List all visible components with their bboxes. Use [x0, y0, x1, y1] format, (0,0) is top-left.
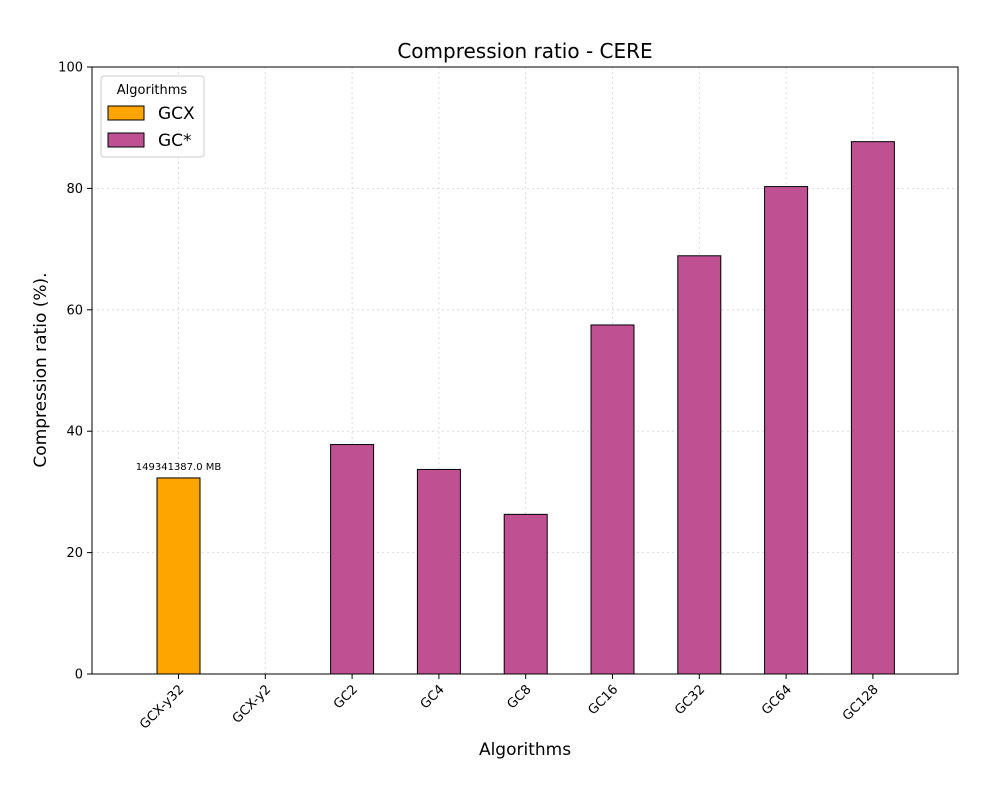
bar-gcx-y32 [156, 477, 201, 675]
y-tick-label: 100 [58, 61, 83, 76]
x-tick-label: GCX-y2 [230, 682, 274, 726]
bar-gc2 [330, 444, 375, 675]
x-tick-label: GC16 [585, 682, 621, 718]
legend-swatch-gcx [107, 105, 145, 121]
bar-gc16 [590, 324, 635, 675]
y-tick-label: 40 [66, 425, 83, 440]
y-tick-label: 0 [75, 668, 83, 683]
bar-gc128 [850, 141, 895, 675]
legend: Algorithms GCX GC* [100, 75, 205, 158]
legend-label-gcx: GCX [158, 104, 195, 124]
bars-layer: 149341387.0 MB [136, 141, 895, 675]
bar-gc8 [503, 513, 548, 675]
legend-title: Algorithms [117, 83, 188, 98]
y-tick-label: 80 [66, 182, 83, 197]
plot-frame [91, 66, 959, 675]
x-axis-title: Algorithms [479, 740, 571, 760]
chart-title: Compression ratio - CERE [397, 39, 652, 63]
bar-gc4 [416, 468, 461, 675]
y-tick-label: 20 [66, 546, 83, 561]
legend-label-gcstar: GC* [158, 131, 192, 151]
x-tick-label: GC8 [505, 682, 535, 712]
bar-gc64 [764, 186, 809, 675]
x-axis: GCX-y32 GCX-y2 GC2 GC4 GC8 GC16 GC32 GC64 GC128 [137, 674, 882, 733]
x-tick-label: GC128 [840, 682, 882, 724]
legend-swatch-gcstar [107, 132, 145, 148]
x-tick-label: GC64 [759, 682, 795, 718]
bar-data-label: 149341387.0 MB [136, 462, 222, 473]
y-tick-label: 60 [66, 303, 83, 318]
y-axis: 0 20 40 60 80 100 [58, 61, 92, 683]
x-tick-label: GC32 [672, 682, 708, 718]
x-tick-label: GC4 [418, 682, 448, 712]
x-tick-label: GCX-y32 [137, 682, 187, 732]
bar-gc32 [677, 255, 722, 675]
x-tick-label: GC2 [331, 682, 361, 712]
y-axis-title: Compression ratio (%). [31, 272, 51, 467]
